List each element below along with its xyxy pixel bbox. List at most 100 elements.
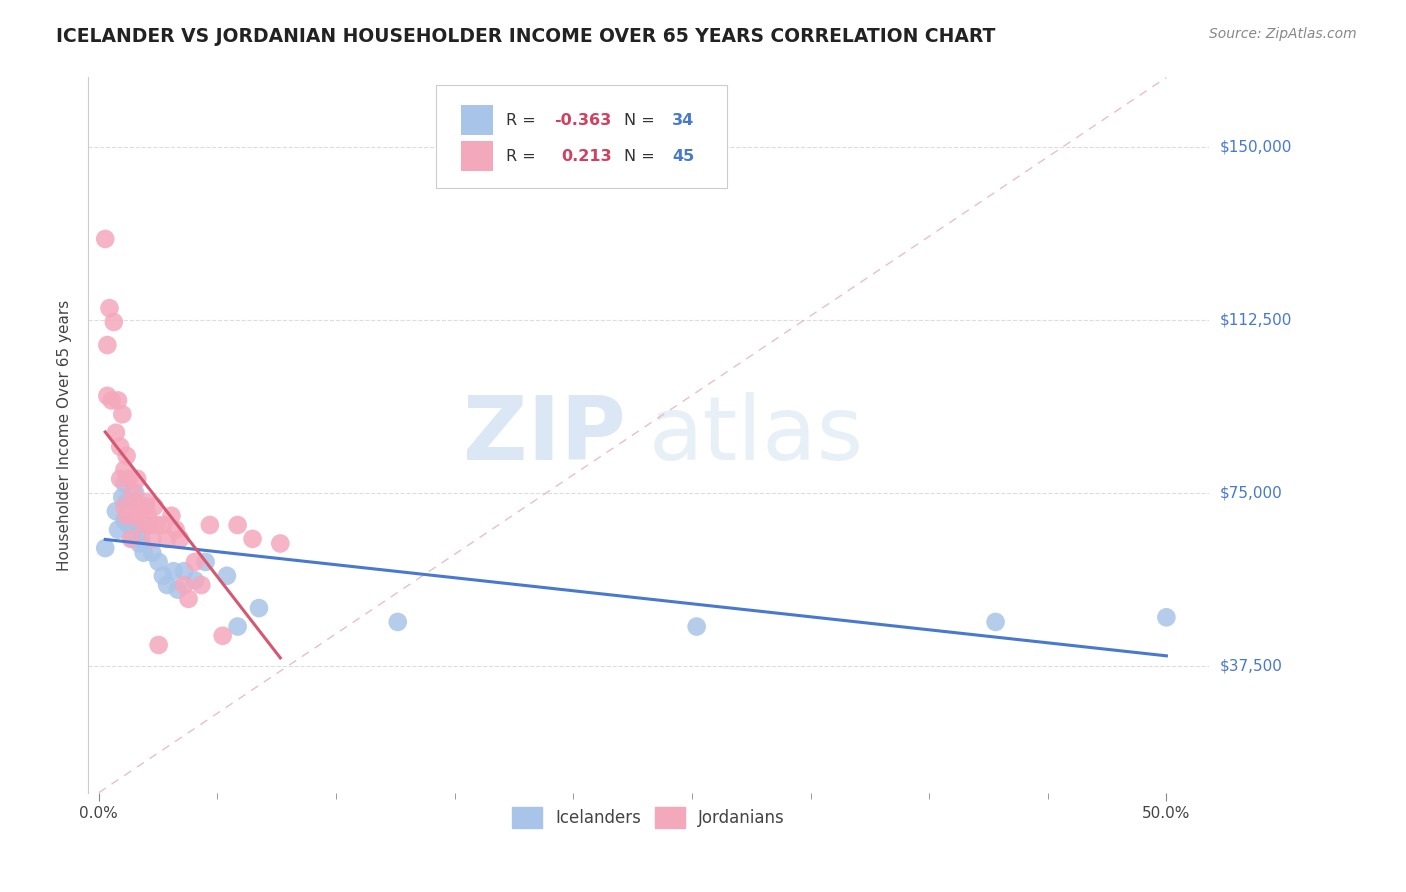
Text: atlas: atlas bbox=[648, 392, 863, 478]
Point bbox=[98, 301, 121, 315]
Point bbox=[143, 500, 166, 514]
Point bbox=[141, 532, 163, 546]
Point bbox=[152, 568, 174, 582]
Point bbox=[94, 541, 117, 555]
Point bbox=[211, 629, 233, 643]
Text: -0.363: -0.363 bbox=[554, 113, 612, 128]
Point bbox=[135, 495, 157, 509]
Point bbox=[115, 495, 138, 509]
Point bbox=[139, 518, 162, 533]
Point bbox=[173, 578, 195, 592]
Point bbox=[132, 546, 155, 560]
Text: R =: R = bbox=[506, 113, 541, 128]
Point bbox=[169, 532, 191, 546]
Point bbox=[128, 536, 150, 550]
Point bbox=[148, 638, 170, 652]
Point bbox=[96, 389, 118, 403]
Point bbox=[124, 485, 146, 500]
Point bbox=[136, 518, 159, 533]
Text: $37,500: $37,500 bbox=[1220, 658, 1284, 673]
Text: $75,000: $75,000 bbox=[1220, 485, 1282, 500]
Point bbox=[94, 232, 117, 246]
Point bbox=[177, 591, 200, 606]
Point bbox=[127, 472, 149, 486]
Point bbox=[162, 564, 184, 578]
Point bbox=[111, 491, 134, 505]
Point bbox=[115, 449, 138, 463]
Point bbox=[135, 500, 157, 514]
Point bbox=[103, 315, 125, 329]
FancyBboxPatch shape bbox=[461, 141, 494, 171]
Point bbox=[100, 393, 122, 408]
Point bbox=[115, 508, 138, 523]
Point bbox=[198, 518, 221, 533]
Text: 34: 34 bbox=[672, 113, 695, 128]
Point bbox=[215, 568, 238, 582]
Point bbox=[1156, 610, 1178, 624]
Point bbox=[269, 536, 291, 550]
Point bbox=[194, 555, 217, 569]
Point bbox=[122, 532, 145, 546]
Point bbox=[118, 518, 141, 533]
Legend: Icelanders, Jordanians: Icelanders, Jordanians bbox=[506, 801, 792, 834]
Point bbox=[156, 578, 179, 592]
Text: Source: ZipAtlas.com: Source: ZipAtlas.com bbox=[1209, 27, 1357, 41]
Point bbox=[128, 508, 150, 523]
Point bbox=[160, 508, 183, 523]
Point bbox=[136, 508, 159, 523]
Text: N =: N = bbox=[624, 113, 659, 128]
Point bbox=[107, 393, 129, 408]
Text: 45: 45 bbox=[672, 149, 695, 163]
Point bbox=[226, 619, 249, 633]
Point bbox=[127, 518, 149, 533]
Text: N =: N = bbox=[624, 149, 659, 163]
Point bbox=[114, 513, 136, 527]
Point bbox=[685, 619, 707, 633]
Point bbox=[111, 407, 134, 421]
Point bbox=[173, 564, 195, 578]
Point bbox=[108, 472, 131, 486]
FancyBboxPatch shape bbox=[436, 85, 727, 188]
Text: $112,500: $112,500 bbox=[1220, 312, 1292, 327]
Point bbox=[118, 472, 141, 486]
Point bbox=[114, 463, 136, 477]
Point bbox=[165, 523, 187, 537]
Point bbox=[107, 523, 129, 537]
Point bbox=[184, 555, 207, 569]
Point bbox=[120, 532, 142, 546]
Point bbox=[242, 532, 264, 546]
Point bbox=[132, 518, 155, 533]
Point bbox=[114, 500, 136, 514]
Point bbox=[104, 504, 127, 518]
Point bbox=[247, 601, 270, 615]
Point bbox=[148, 555, 170, 569]
Text: ZIP: ZIP bbox=[464, 392, 626, 478]
Point bbox=[108, 440, 131, 454]
Point bbox=[114, 476, 136, 491]
Point bbox=[96, 338, 118, 352]
FancyBboxPatch shape bbox=[461, 105, 494, 136]
Point bbox=[387, 615, 409, 629]
Point bbox=[184, 574, 207, 588]
Point bbox=[166, 582, 188, 597]
Point bbox=[104, 425, 127, 440]
Point bbox=[120, 508, 142, 523]
Point bbox=[984, 615, 1007, 629]
Point bbox=[120, 500, 142, 514]
Text: ICELANDER VS JORDANIAN HOUSEHOLDER INCOME OVER 65 YEARS CORRELATION CHART: ICELANDER VS JORDANIAN HOUSEHOLDER INCOM… bbox=[56, 27, 995, 45]
Point bbox=[131, 500, 153, 514]
Y-axis label: Householder Income Over 65 years: Householder Income Over 65 years bbox=[58, 300, 72, 571]
Point bbox=[152, 518, 174, 533]
Point bbox=[122, 513, 145, 527]
Point bbox=[156, 532, 179, 546]
Text: R =: R = bbox=[506, 149, 547, 163]
Point bbox=[226, 518, 249, 533]
Point bbox=[131, 532, 153, 546]
Point bbox=[122, 485, 145, 500]
Text: $150,000: $150,000 bbox=[1220, 139, 1292, 154]
Point bbox=[124, 495, 146, 509]
Point bbox=[190, 578, 212, 592]
Point bbox=[145, 518, 167, 533]
Point bbox=[141, 546, 163, 560]
Text: 0.213: 0.213 bbox=[561, 149, 612, 163]
